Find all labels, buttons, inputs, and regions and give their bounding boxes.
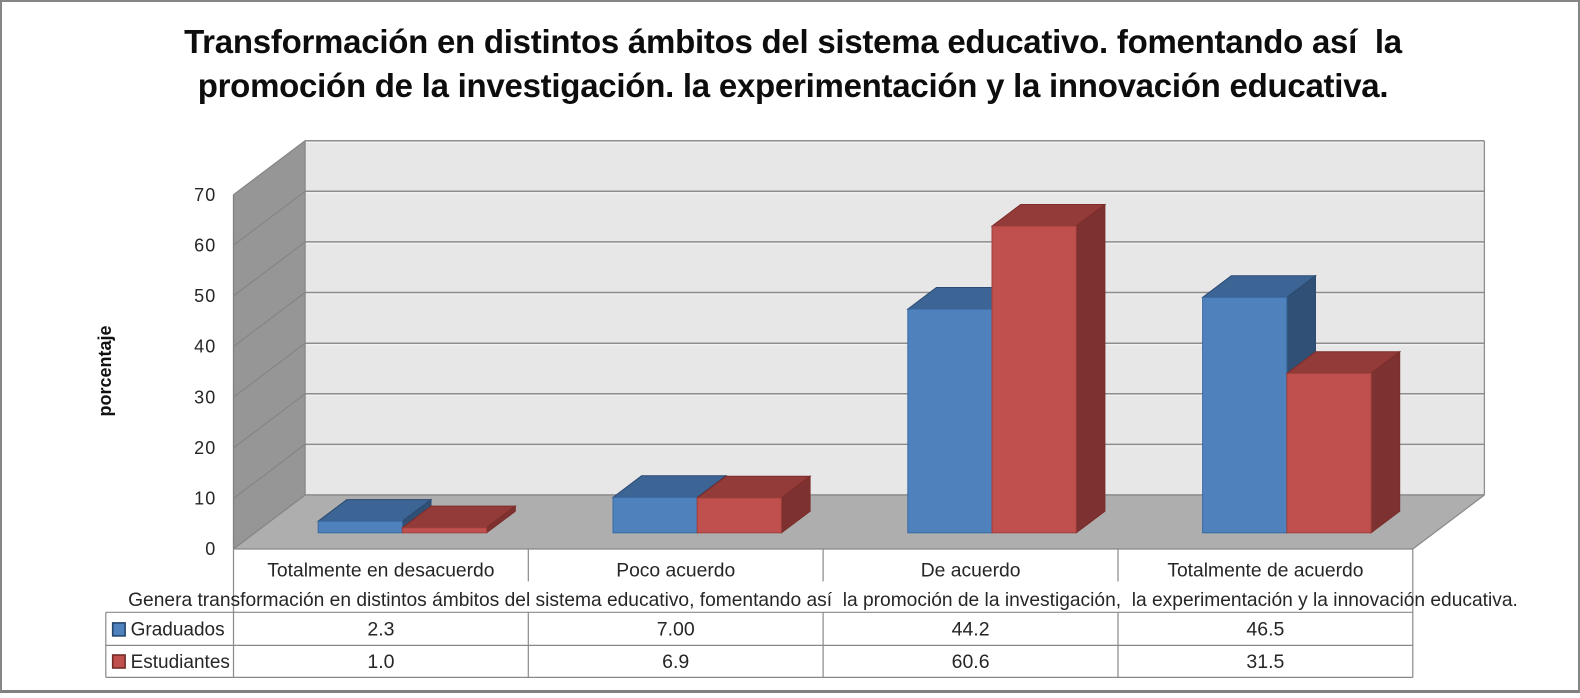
svg-text:70: 70 xyxy=(194,185,216,205)
svg-text:44.2: 44.2 xyxy=(952,619,990,641)
svg-text:porcentaje: porcentaje xyxy=(95,325,115,416)
svg-text:6.9: 6.9 xyxy=(662,651,689,673)
svg-text:0: 0 xyxy=(205,539,216,559)
svg-text:10: 10 xyxy=(194,489,216,509)
svg-text:Poco acuerdo: Poco acuerdo xyxy=(616,561,735,582)
svg-text:2.3: 2.3 xyxy=(367,619,394,641)
svg-text:Totalmente en desacuerdo: Totalmente en desacuerdo xyxy=(267,561,494,582)
svg-text:Estudiantes: Estudiantes xyxy=(131,652,230,673)
svg-text:20: 20 xyxy=(194,438,216,458)
svg-text:Graduados: Graduados xyxy=(131,620,225,641)
svg-text:46.5: 46.5 xyxy=(1246,619,1284,641)
svg-text:1.0: 1.0 xyxy=(367,651,394,673)
svg-text:30: 30 xyxy=(194,387,216,407)
svg-text:40: 40 xyxy=(194,337,216,357)
svg-text:31.5: 31.5 xyxy=(1246,651,1284,673)
svg-text:60: 60 xyxy=(194,236,216,256)
svg-text:50: 50 xyxy=(194,286,216,306)
svg-text:Totalmente de acuerdo: Totalmente de acuerdo xyxy=(1167,561,1363,582)
svg-text:7.00: 7.00 xyxy=(657,619,695,641)
svg-text:60.6: 60.6 xyxy=(952,651,990,673)
svg-text:De acuerdo: De acuerdo xyxy=(921,561,1021,582)
svg-text:Genera transformación en disti: Genera transformación en distintos ámbit… xyxy=(128,590,1518,611)
